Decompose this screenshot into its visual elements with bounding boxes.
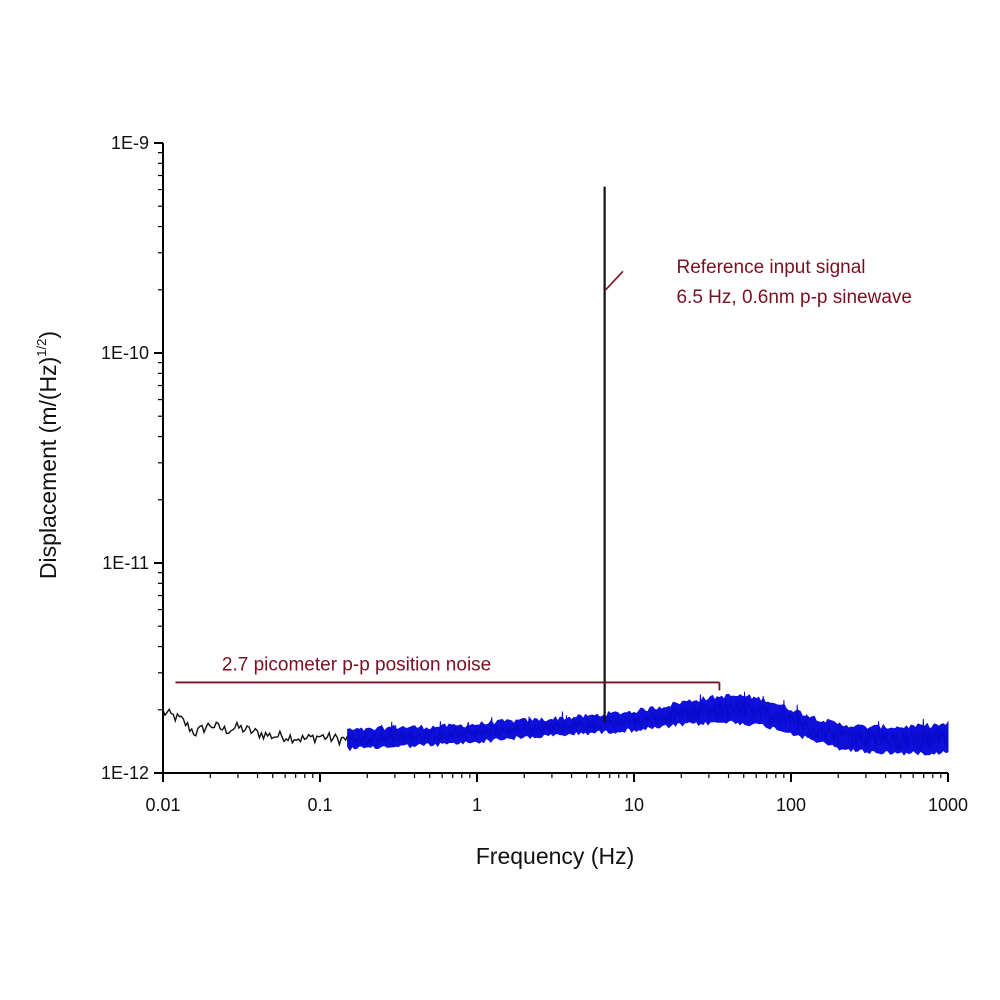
y-axis-title-close: ) <box>35 331 61 339</box>
reference-signal-label: Reference input signal <box>676 257 865 278</box>
y-axis: 1E-12 1E-11 1E-10 1E-9 <box>101 133 164 783</box>
x-tick-label: 0.1 <box>307 795 332 815</box>
y-axis-title-main: Displacement (m/(Hz) <box>35 357 61 579</box>
reference-signal-label: 6.5 Hz, 0.6nm p-p sinewave <box>676 287 912 308</box>
noise-label: 2.7 picometer p-p position noise <box>222 654 491 675</box>
x-axis-title: Frequency (Hz) <box>476 843 634 869</box>
x-axis: 0.01 0.1 1 10 100 1000 <box>145 772 968 815</box>
y-axis-title: Displacement (m/(Hz)1/2) <box>34 331 61 579</box>
annotations: Reference input signal 6.5 Hz, 0.6nm p-p … <box>175 257 912 691</box>
x-tick-label: 100 <box>776 795 806 815</box>
x-tick-label: 1000 <box>928 795 968 815</box>
plot-area <box>162 186 949 756</box>
x-tick-label: 1 <box>472 795 482 815</box>
noise-band-trace <box>347 691 949 752</box>
y-tick-label: 1E-11 <box>102 553 149 573</box>
y-axis-title-superscript: 1/2 <box>34 339 49 357</box>
reference-pointer-line <box>605 270 624 291</box>
x-tick-label: 0.01 <box>145 795 180 815</box>
y-tick-label: 1E-12 <box>101 763 149 783</box>
y-tick-label: 1E-9 <box>111 133 149 153</box>
y-tick-label: 1E-10 <box>101 343 149 363</box>
low-frequency-trace <box>162 707 349 748</box>
x-tick-label: 10 <box>624 795 644 815</box>
